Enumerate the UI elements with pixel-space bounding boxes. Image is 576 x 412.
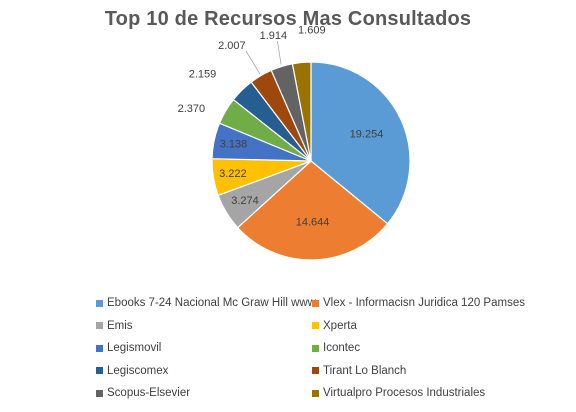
legend-label: Vlex - Informacisn Juridica 120 Pamses — [323, 297, 525, 310]
data-label-ebooks-7-24-nacional-mc-graw-hill-www: 19.254 — [350, 129, 384, 141]
legend-item-icontec: Icontec — [312, 337, 552, 360]
legend-label: Ebooks 7-24 Nacional Mc Graw Hill www — [107, 297, 316, 310]
leader-line-tirant-lo-blanch — [245, 50, 261, 75]
legend-item-tirant-lo-blanch: Tirant Lo Blanch — [312, 360, 552, 383]
data-label-tirant-lo-blanch: 2.007 — [218, 40, 246, 52]
data-label-scopus-elsevier: 1.914 — [260, 30, 288, 42]
legend: Ebooks 7-24 Nacional Mc Graw Hill www Vle… — [96, 292, 566, 405]
data-label-emis: 3.274 — [231, 195, 259, 207]
pie-slice-virtualpro-procesos-industriales — [291, 61, 312, 162]
leader-line-scopus-elsevier — [277, 40, 282, 65]
legend-swatch — [96, 322, 103, 330]
data-label-legismovil: 3.138 — [220, 139, 248, 151]
legend-swatch — [96, 367, 103, 375]
leader-lines — [245, 40, 282, 75]
data-label-icontec: 2.370 — [178, 103, 206, 115]
legend-label: Emis — [107, 319, 133, 332]
legend-swatch — [96, 299, 103, 307]
legend-label: Icontec — [323, 342, 361, 355]
legend-item-scopus-elsevier: Scopus-Elsevier — [96, 382, 312, 405]
pie-slice-ebooks-7-24-nacional-mc-graw-hill-www — [310, 61, 411, 225]
legend-label: Scopus-Elsevier — [107, 387, 191, 400]
legend-swatch — [96, 389, 103, 397]
legend-swatch — [96, 344, 103, 352]
legend-item-legismovil: Legismovil — [96, 337, 312, 360]
legend-label: Legismovil — [107, 342, 162, 355]
legend-label: Virtualpro Procesos Industriales — [323, 387, 486, 400]
legend-item-ebooks-7-24-nacional-mc-graw-hill-www: Ebooks 7-24 Nacional Mc Graw Hill www — [96, 292, 316, 315]
legend-swatch — [312, 322, 319, 330]
legend-item-xperta: Xperta — [312, 315, 552, 338]
legend-item-vlex-informacisn-juridica-120-pamses: Vlex - Informacisn Juridica 120 Pamses — [312, 292, 552, 315]
pie-slices — [211, 61, 411, 261]
legend-swatch — [312, 299, 319, 307]
legend-label: Legiscomex — [107, 364, 169, 377]
legend-swatch — [312, 389, 319, 397]
legend-item-virtualpro-procesos-industriales: Virtualpro Procesos Industriales — [312, 382, 552, 405]
chart-title: Top 10 de Recursos Mas Consultados — [104, 8, 472, 30]
legend-item-legiscomex: Legiscomex — [96, 360, 312, 383]
legend-label: Tirant Lo Blanch — [323, 364, 407, 377]
pie-slice-vlex-informacisn-juridica-120-pamses — [236, 160, 389, 261]
legend-label: Xperta — [323, 319, 357, 332]
legend-swatch — [312, 344, 319, 352]
legend-item-emis: Emis — [96, 315, 312, 338]
data-label-vlex-informacisn-juridica-120-pamses: 14.644 — [296, 216, 330, 228]
legend-swatch — [312, 367, 319, 375]
data-label-virtualpro-procesos-industriales: 1.609 — [298, 25, 326, 37]
data-label-legiscomex: 2.159 — [189, 69, 217, 81]
data-label-xperta: 3.222 — [219, 168, 247, 180]
data-labels: 19.254 14.644 3.274 3.222 3.138 2.370 2.159 2.0… — [178, 25, 384, 229]
